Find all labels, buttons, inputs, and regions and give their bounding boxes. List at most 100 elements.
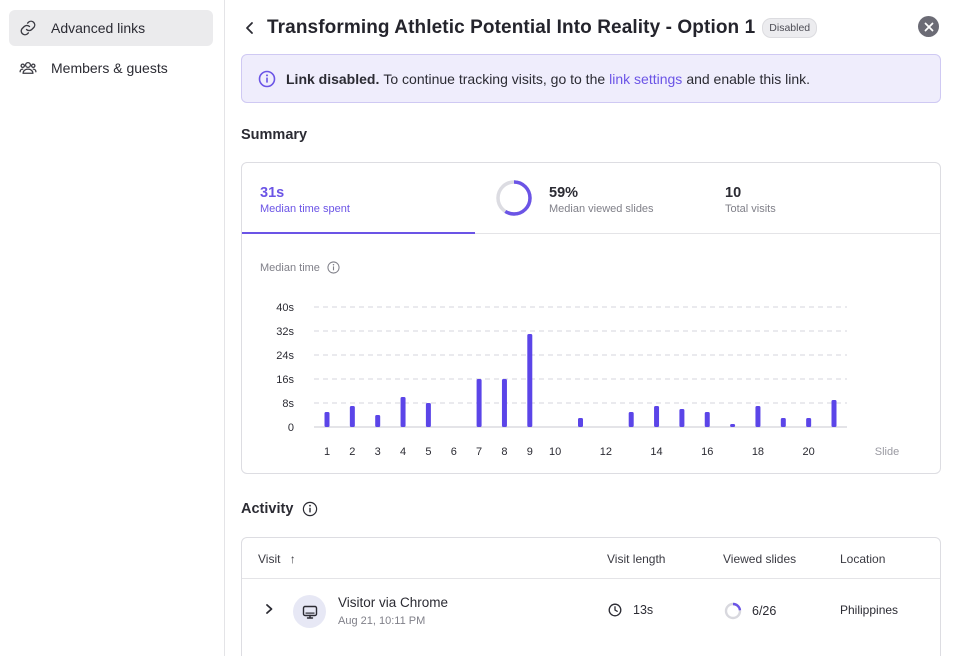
x-tick-label: 14: [650, 446, 662, 458]
sidebar-item-members-guests[interactable]: Members & guests: [9, 50, 213, 86]
chart-bar-slide-13[interactable]: [628, 412, 634, 427]
y-tick-label: 0: [288, 422, 294, 434]
chevron-left-icon: [246, 22, 253, 34]
close-button[interactable]: [918, 16, 939, 37]
visitor-name: Visitor via Chrome: [338, 595, 449, 610]
x-tick-label: 2: [349, 446, 355, 458]
chart-title-text: Median time: [260, 261, 320, 274]
expand-row-button[interactable]: [264, 603, 274, 615]
page-header: Transforming Athletic Potential Into Rea…: [241, 12, 941, 44]
sidebar: Advanced links Members & guests: [0, 0, 225, 656]
chart-bar-slide-17[interactable]: [730, 424, 736, 427]
column-header-visit[interactable]: Visit ↑: [258, 552, 296, 566]
chart-bar-slide-11[interactable]: [578, 418, 583, 427]
sort-arrow-icon: ↑: [289, 552, 296, 566]
x-tick-label: 1: [324, 446, 330, 458]
y-tick-label: 8s: [282, 398, 294, 410]
chart-bar-slide-16[interactable]: [704, 412, 710, 427]
close-icon: [924, 22, 933, 31]
alert-text-end: and enable this link.: [686, 70, 811, 87]
tab-median-time[interactable]: 31s Median time spent: [242, 163, 475, 234]
tab-total-visits[interactable]: 10 Total visits: [707, 163, 940, 234]
stat-value: 31s: [260, 185, 285, 201]
info-icon: [258, 70, 276, 87]
x-tick-label: 9: [527, 446, 533, 458]
y-tick-label: 24s: [276, 350, 294, 362]
disabled-alert: Link disabled. To continue tracking visi…: [241, 54, 941, 103]
chart-bar-slide-20[interactable]: [806, 418, 812, 427]
chevron-right-icon: [266, 604, 273, 614]
summary-card: 31s Median time spent 59% Median viewed …: [241, 162, 941, 474]
info-icon[interactable]: [302, 501, 318, 517]
table-row[interactable]: Visitor via Chrome Aug 21, 10:11 PM 13s …: [242, 579, 940, 643]
chart-bar-slide-8[interactable]: [501, 379, 507, 427]
main-panel: Transforming Athletic Potential Into Rea…: [226, 0, 956, 656]
back-button[interactable]: [241, 19, 259, 37]
x-tick-label: 18: [752, 446, 764, 458]
chart-bar-slide-2[interactable]: [349, 406, 355, 427]
sidebar-item-label: Advanced links: [51, 20, 146, 36]
stat-label: Median time spent: [260, 203, 350, 215]
visit-date: Aug 21, 10:11 PM: [338, 615, 426, 627]
page-title: Transforming Athletic Potential Into Rea…: [267, 17, 756, 38]
y-tick-label: 40s: [276, 302, 294, 314]
status-badge: Disabled: [762, 18, 818, 38]
progress-ring-icon: [724, 602, 742, 620]
alert-text: To continue tracking visits, go to the: [383, 70, 606, 87]
progress-ring-icon: [496, 180, 532, 216]
x-tick-label: 10: [549, 446, 561, 458]
x-tick-label: 4: [400, 446, 406, 458]
summary-heading: Summary: [241, 127, 308, 143]
x-tick-label: 5: [425, 446, 431, 458]
stat-label: Total visits: [725, 203, 776, 215]
chart-bar-slide-14[interactable]: [654, 406, 660, 427]
location-value: Philippines: [840, 603, 899, 617]
stat-value: 59%: [549, 185, 579, 201]
y-tick-label: 16s: [276, 374, 294, 386]
column-header-viewed-slides[interactable]: Viewed slides: [723, 552, 797, 566]
chart-bar-slide-1[interactable]: [324, 412, 330, 427]
x-axis-label: Slide: [875, 446, 899, 458]
x-tick-label: 3: [375, 446, 381, 458]
summary-tabs: 31s Median time spent 59% Median viewed …: [242, 163, 940, 234]
chart-bar-slide-3[interactable]: [375, 415, 381, 427]
monitor-icon: [302, 605, 317, 619]
chart-bar-slide-5[interactable]: [425, 403, 431, 427]
viewed-slides: 6/26: [724, 602, 776, 620]
viewed-slides-value: 6/26: [752, 604, 777, 618]
x-tick-label: 16: [701, 446, 713, 458]
column-header-visit-length[interactable]: Visit length: [607, 552, 666, 566]
activity-title: Activity: [241, 501, 294, 517]
x-tick-label: 8: [501, 446, 507, 458]
activity-heading: Activity: [241, 501, 318, 517]
link-icon: [20, 20, 36, 36]
activity-table: Visit ↑ Visit length Viewed slides Locat…: [241, 537, 941, 656]
alert-title: Link disabled.: [286, 70, 380, 87]
chart-title: Median time: [260, 261, 340, 274]
chart-bar-slide-9[interactable]: [527, 334, 533, 427]
chart-bar-slide-7[interactable]: [476, 379, 482, 427]
sidebar-item-label: Members & guests: [51, 60, 168, 76]
chart-bar-slide-4[interactable]: [400, 397, 406, 427]
visit-length: 13s: [608, 603, 653, 617]
stat-label: Median viewed slides: [549, 203, 654, 215]
avatar: [293, 595, 326, 628]
chart-bar-slide-21[interactable]: [831, 400, 837, 427]
x-tick-label: 12: [600, 446, 612, 458]
x-tick-label: 20: [803, 446, 815, 458]
sidebar-item-advanced-links[interactable]: Advanced links: [9, 10, 213, 46]
chart-bar-slide-15[interactable]: [679, 409, 685, 427]
chart-bar-slide-19[interactable]: [780, 418, 786, 427]
chart-bar-slide-18[interactable]: [755, 406, 761, 427]
visit-length-value: 13s: [633, 603, 654, 617]
tab-viewed-slides[interactable]: 59% Median viewed slides: [475, 163, 707, 234]
users-icon: [19, 61, 37, 74]
column-label: Visit: [258, 552, 281, 566]
link-settings-link[interactable]: link settings: [609, 70, 683, 87]
divider: [242, 578, 940, 579]
column-header-location[interactable]: Location: [840, 552, 886, 566]
info-icon[interactable]: [327, 261, 340, 274]
x-tick-label: 7: [476, 446, 482, 458]
stat-value: 10: [725, 185, 742, 201]
